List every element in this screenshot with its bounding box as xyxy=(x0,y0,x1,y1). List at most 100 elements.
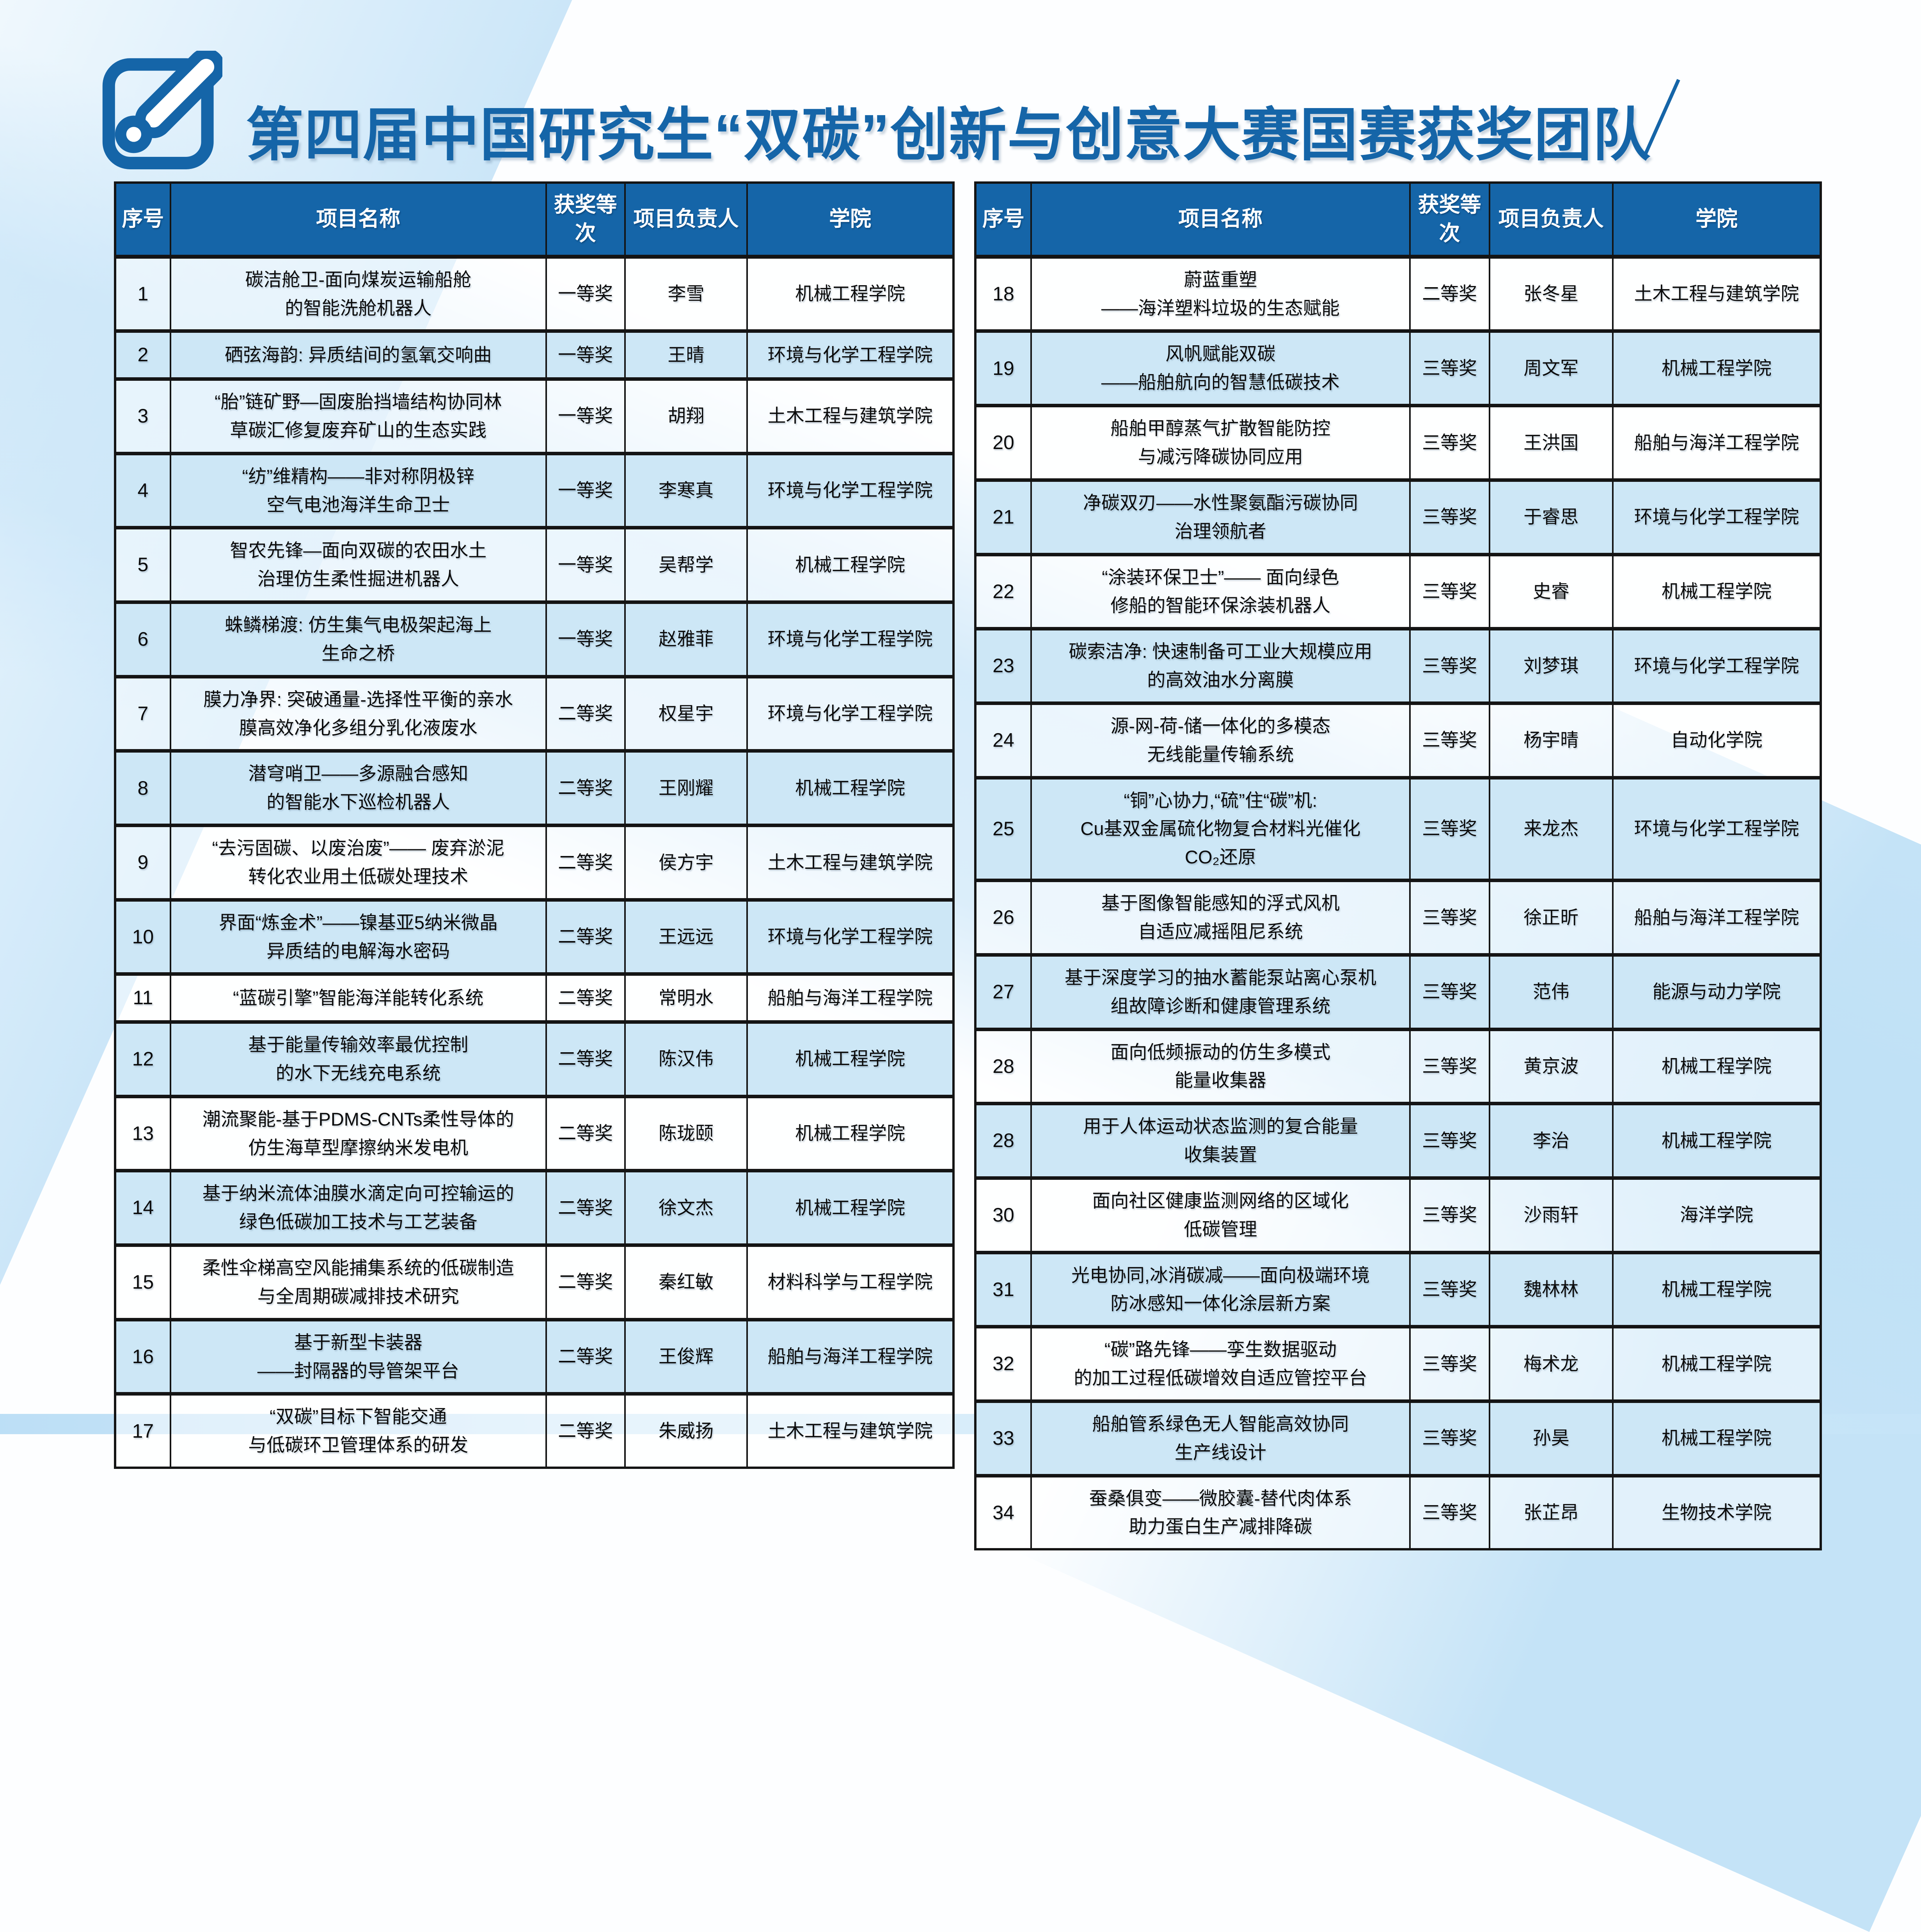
cell-project-leader: 侯方宇 xyxy=(624,824,747,900)
cell-no: 32 xyxy=(975,1325,1032,1401)
table-row: 21 净碳双刃——水性聚氨酯污碳协同 治理领航者 三等奖 于睿思 环境与化学工程学院 xyxy=(975,478,1821,555)
cell-project-name: “双碳”目标下智能交通 与低碳环卫管理体系的研发 xyxy=(169,1392,546,1468)
cell-college: 土木工程与建筑学院 xyxy=(746,824,953,900)
table-row: 7 膜力净界: 突破通量-选择性平衡的亲水 膜高效净化多组分乳化液废水 二等奖 权星宇… xyxy=(115,675,953,751)
cell-award-level: 二等奖 xyxy=(545,898,625,974)
cell-award-level: 三等奖 xyxy=(1409,879,1490,955)
cell-no: 17 xyxy=(115,1392,170,1468)
table-row: 27 基于深度学习的抽水蓄能泵站离心泵机 组故障诊断和健康管理系统 三等奖 范伟 能源与… xyxy=(975,953,1821,1029)
cell-college: 船舶与海洋工程学院 xyxy=(1612,404,1821,480)
cell-project-leader: 权星宇 xyxy=(624,675,747,751)
cell-project-leader: 范伟 xyxy=(1488,953,1613,1029)
cell-no: 8 xyxy=(115,749,170,826)
table-row: 25 “铜”心协力,“硫”住“碳”机: Cu基双金属硫化物复合材料光催化 CO₂还… xyxy=(975,776,1821,881)
cell-college: 机械工程学院 xyxy=(1612,1325,1821,1401)
cell-no: 18 xyxy=(992,282,1014,305)
table-row: 6 蛛鳞梯渡: 仿生集气电极架起海上 生命之桥 一等奖 赵雅菲 环境与化学工程学院 xyxy=(115,600,953,677)
cell-project-leader: 王远远 xyxy=(624,898,747,974)
cell-college: 船舶与海洋工程学院 xyxy=(746,1318,953,1394)
cell-award-level: 二等奖 xyxy=(545,1020,625,1097)
table-row: 10 界面“炼金术”——镍基亚5纳米微晶 异质结的电解海水密码 二等奖 王远远 环境与化… xyxy=(115,898,953,974)
cell-no: 9 xyxy=(115,824,170,900)
cell-project-name: 风帆赋能双碳 ——船舶航向的智慧低碳技术 xyxy=(1030,329,1410,406)
cell-no: 19 xyxy=(975,329,1032,406)
cell-project-leader: 周文军 xyxy=(1488,329,1613,406)
page-title: 第四届中国研究生“双碳”创新与创意大赛国赛获奖团队 xyxy=(246,103,1651,167)
cell-project-name: 蚕桑俱变——微胶囊-替代肉体系 助力蛋白生产减排降碳 xyxy=(1030,1474,1410,1550)
cell-no: 3 xyxy=(115,377,170,454)
cell-project-leader: 沙雨轩 xyxy=(1488,1176,1613,1253)
cell-college: 材料科学与工程学院 xyxy=(746,1243,953,1320)
cell-award-level: 二等奖 xyxy=(545,1243,625,1320)
cell-award-level: 一等奖 xyxy=(545,377,625,454)
cell-project-name: 光电协同,冰消碳减——面向极端环境 防冰感知一体化涂层新方案 xyxy=(1030,1250,1410,1327)
cell-no: 14 xyxy=(115,1169,170,1245)
cell-project-name: 碳索洁净: 快速制备可工业大规模应用 的高效油水分离膜 xyxy=(1030,627,1410,703)
cell-project-leader: 黄京波 xyxy=(1488,1027,1613,1104)
cell-college: 机械工程学院 xyxy=(1612,1027,1821,1104)
cell-award-level: 三等奖 xyxy=(1409,776,1490,881)
header-no: 序号 xyxy=(975,183,1032,259)
cell-award-level: 二等奖 xyxy=(545,1318,625,1394)
cell-no: 33 xyxy=(975,1399,1032,1476)
cell-project-leader: 王晴 xyxy=(624,329,747,379)
cell-college: 机械工程学院 xyxy=(1612,1102,1821,1178)
cell-award-level: 一等奖 xyxy=(545,451,625,528)
cell-award-level: 三等奖 xyxy=(1409,1027,1490,1104)
cell-project-name: “蓝碳引擎”智能海洋能转化系统 xyxy=(169,972,546,1022)
cell-award-level: 三等奖 xyxy=(1409,1474,1490,1550)
table-row: 26 基于图像智能感知的浮式风机 自适应减摇阻尼系统 三等奖 徐正昕 船舶与海洋工程学院 xyxy=(975,879,1821,955)
table-row: 12 基于能量传输效率最优控制 的水下无线充电系统 二等奖 陈汉伟 机械工程学院 xyxy=(115,1020,953,1097)
cell-project-leader: 张芷昂 xyxy=(1488,1474,1613,1550)
cell-award-level: 三等奖 xyxy=(1409,1399,1490,1476)
table-row: 1 碳洁舱卫-面向煤炭运输船舱 的智能洗舱机器人 一等奖 李雪 机械工程学院 xyxy=(115,256,953,331)
cell-college: 机械工程学院 xyxy=(746,1094,953,1171)
table-row: 19 风帆赋能双碳 ——船舶航向的智慧低碳技术 三等奖 周文军 机械工程学院 xyxy=(975,329,1821,406)
cell-no: 25 xyxy=(975,776,1032,881)
cell-college: 机械工程学院 xyxy=(746,749,953,826)
table-row: 23 碳索洁净: 快速制备可工业大规模应用 的高效油水分离膜 三等奖 刘梦琪 环境与化学… xyxy=(975,627,1821,703)
cell-award-level: 三等奖 xyxy=(1409,478,1490,555)
cell-college: 海洋学院 xyxy=(1612,1176,1821,1253)
edit-pen-icon xyxy=(102,51,222,169)
header-project-name: 项目名称 xyxy=(1030,183,1410,259)
cell-project-name: 基于纳米流体油膜水滴定向可控输运的 绿色低碳加工技术与工艺装备 xyxy=(169,1169,546,1245)
cell-project-name: 潜穹哨卫——多源融合感知 的智能水下巡检机器人 xyxy=(169,749,546,826)
cell-project-leader: 陈汉伟 xyxy=(624,1020,747,1097)
awards-table-left: 序号 项目名称 获奖等次 项目负责人 学院 1 碳洁舱卫-面向煤炭运输船舱 的智能… xyxy=(114,181,955,1469)
table-row: 18 蔚蓝重塑 ——海洋塑料垃圾的生态赋能 二等奖 张冬星 土木工程与建筑学院 xyxy=(975,256,1821,331)
table-row: 5 智农先锋—面向双碳的农田水土 治理仿生柔性掘进机器人 一等奖 吴帮学 机械工程学院 xyxy=(115,526,953,602)
cell-project-leader: 秦红敏 xyxy=(624,1243,747,1320)
cell-project-name: 膜力净界: 突破通量-选择性平衡的亲水 膜高效净化多组分乳化液废水 xyxy=(169,675,546,751)
cell-award-level: 二等奖 xyxy=(545,675,625,751)
title-bar: 第四届中国研究生“双碳”创新与创意大赛国赛获奖团队 xyxy=(98,51,1651,176)
cell-no: 5 xyxy=(115,526,170,602)
cell-award-level: 一等奖 xyxy=(545,256,625,331)
cell-project-leader: 杨宇晴 xyxy=(1488,701,1613,778)
cell-project-leader: 王刚耀 xyxy=(624,749,747,826)
table-row: 13 潮流聚能-基于PDMS-CNTs柔性导体的 仿生海草型摩擦纳米发电机 二等奖陈… xyxy=(115,1094,953,1171)
cell-project-name: “涂装环保卫士”—— 面向绿色 修船的智能环保涂装机器人 xyxy=(1030,552,1410,629)
table-row: 31 光电协同,冰消碳减——面向极端环境 防冰感知一体化涂层新方案 三等奖 魏林林 机械… xyxy=(975,1250,1821,1327)
cell-project-leader: 来龙杰 xyxy=(1488,776,1613,881)
cell-project-leader: 史睿 xyxy=(1488,552,1613,629)
cell-award-level: 三等奖 xyxy=(1409,1325,1490,1401)
cell-college: 机械工程学院 xyxy=(746,1020,953,1097)
cell-no: 27 xyxy=(975,953,1032,1029)
cell-project-name: 基于新型卡装器 ——封隔器的导管架平台 xyxy=(169,1318,546,1394)
cell-no: 15 xyxy=(115,1243,170,1320)
cell-project-leader: 徐文杰 xyxy=(624,1169,747,1245)
cell-college: 环境与化学工程学院 xyxy=(1612,627,1821,703)
table-row: 11 “蓝碳引擎”智能海洋能转化系统 二等奖 常明水 船舶与海洋工程学院 xyxy=(115,972,953,1022)
header-project-leader: 项目负责人 xyxy=(624,183,747,259)
cell-project-leader: 胡翔 xyxy=(624,377,747,454)
cell-no: 13 xyxy=(115,1094,170,1171)
cell-no: 26 xyxy=(975,879,1032,955)
cell-project-name: 面向低频振动的仿生多模式 能量收集器 xyxy=(1030,1027,1410,1104)
cell-award-level: 三等奖 xyxy=(1409,627,1490,703)
awards-table: 序号 项目名称 获奖等次 项目负责人 学院 18 蔚蓝重塑 ——海洋塑料垃圾的生态… xyxy=(974,181,1822,1551)
table-row: 34 蚕桑俱变——微胶囊-替代肉体系 助力蛋白生产减排降碳 三等奖 张芷昂 生物技术学院 xyxy=(975,1474,1821,1550)
cell-award-level: 一等奖 xyxy=(545,329,625,379)
cell-project-name: 源-网-荷-储一体化的多模态 无线能量传输系统 xyxy=(1030,701,1410,778)
table-row: 22 “涂装环保卫士”—— 面向绿色 修船的智能环保涂装机器人 三等奖 史睿 机械工程学… xyxy=(975,552,1821,629)
